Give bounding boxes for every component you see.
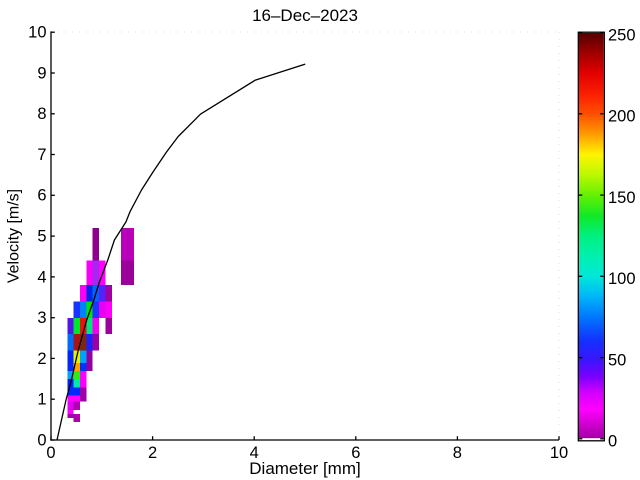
svg-text:100: 100	[608, 270, 636, 288]
svg-text:0: 0	[46, 444, 55, 462]
svg-text:0: 0	[608, 433, 617, 451]
svg-text:8: 8	[453, 444, 462, 462]
svg-text:50: 50	[608, 351, 626, 369]
svg-text:6: 6	[351, 444, 360, 462]
svg-text:5: 5	[37, 228, 46, 246]
svg-text:250: 250	[608, 26, 636, 44]
svg-text:6: 6	[37, 187, 46, 205]
svg-text:8: 8	[37, 105, 46, 123]
svg-text:9: 9	[37, 64, 46, 82]
svg-text:Diameter [mm]: Diameter [mm]	[249, 459, 360, 478]
svg-text:Velocity [m/s]: Velocity [m/s]	[6, 189, 23, 283]
svg-text:3: 3	[37, 309, 46, 327]
svg-text:7: 7	[37, 146, 46, 164]
svg-text:4: 4	[250, 444, 259, 462]
svg-text:4: 4	[37, 268, 46, 286]
svg-text:2: 2	[37, 350, 46, 368]
svg-text:200: 200	[608, 108, 636, 126]
svg-text:10: 10	[550, 444, 568, 462]
svg-text:150: 150	[608, 189, 636, 207]
svg-text:1: 1	[37, 391, 46, 409]
svg-text:0: 0	[37, 431, 46, 449]
svg-text:2: 2	[148, 444, 157, 462]
svg-text:10: 10	[28, 24, 46, 42]
svg-text:16–Dec–2023: 16–Dec–2023	[252, 6, 358, 25]
